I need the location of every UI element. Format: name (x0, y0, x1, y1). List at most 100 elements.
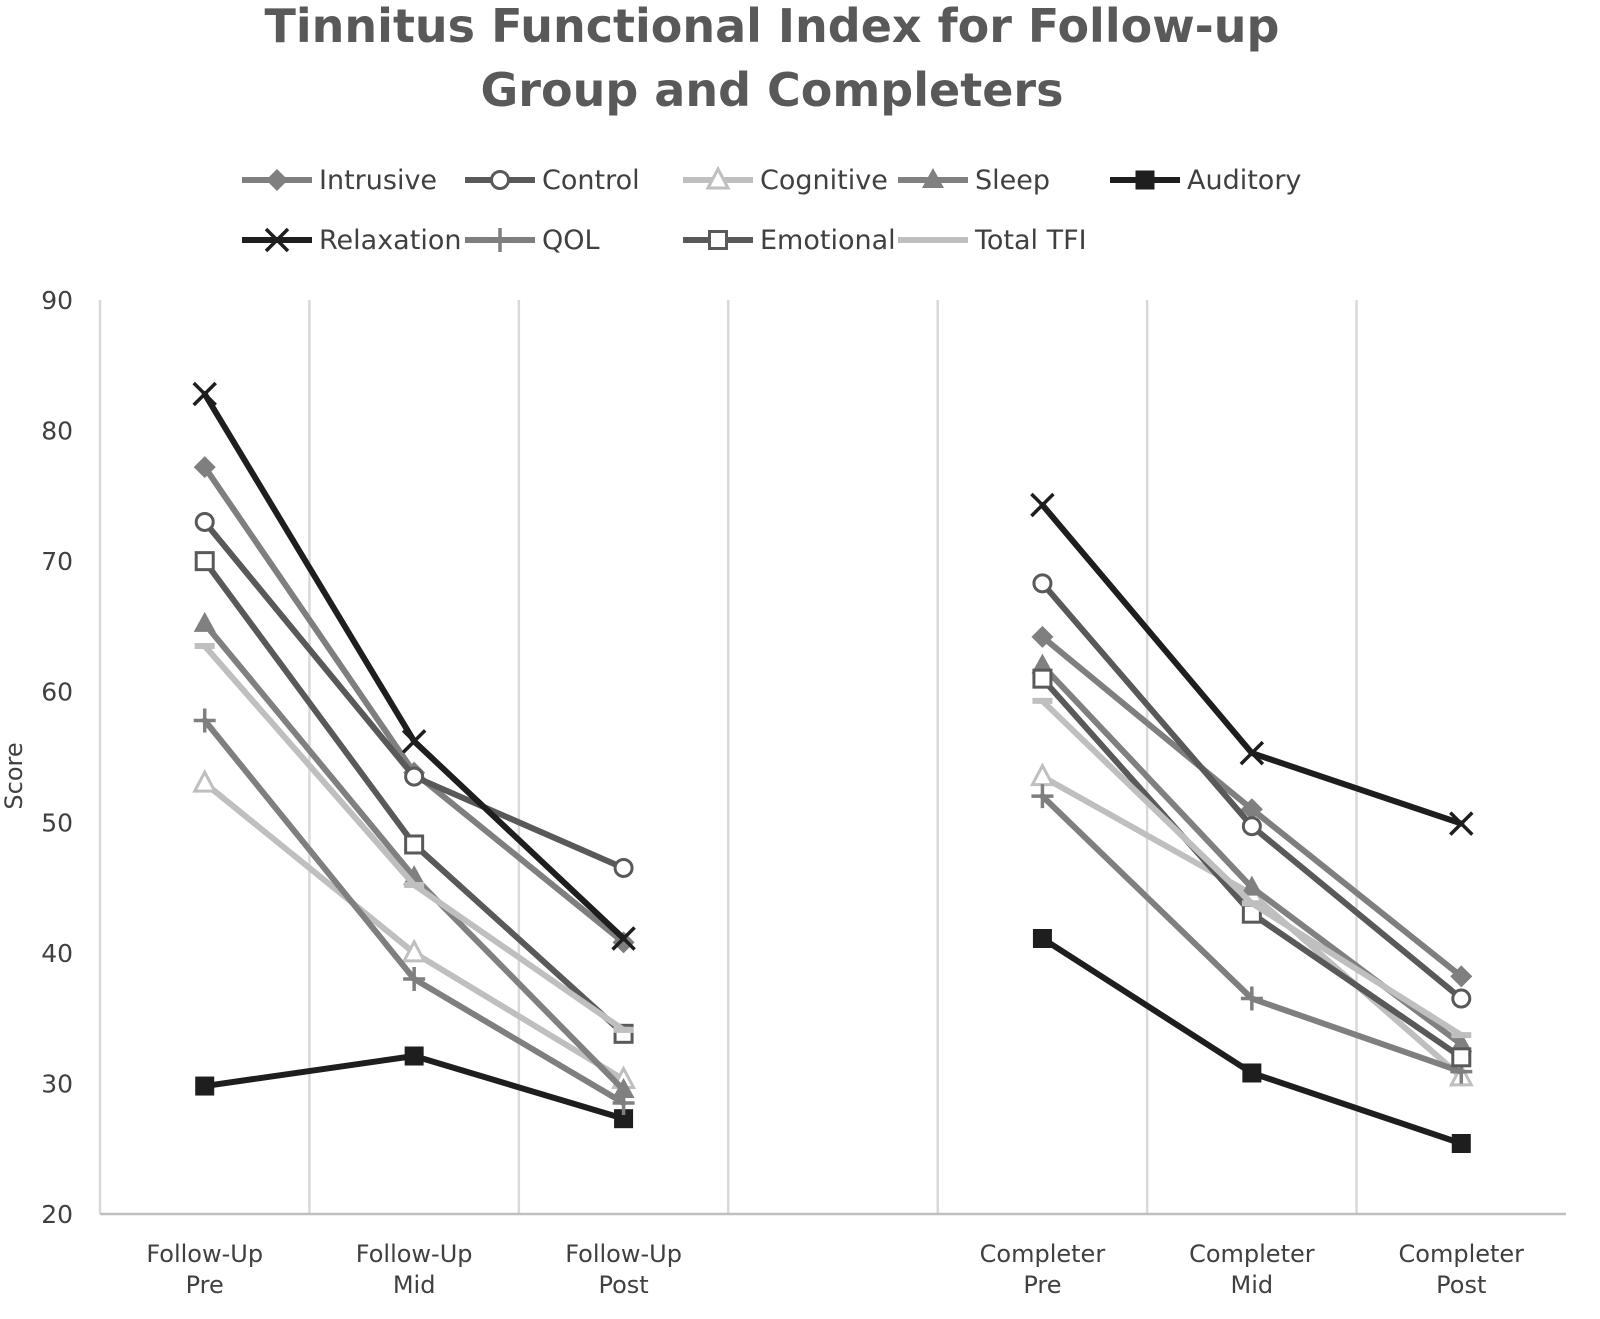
data-point-relaxation (401, 729, 427, 754)
x-category-label: Follow-Up Post (565, 1240, 682, 1299)
series-relaxation (192, 381, 1474, 951)
axes: 20 30 40 50 60 70 80 90 Follow-Up Pre Follow-Up Mid… (41, 286, 1566, 1299)
data-point-emotional (194, 551, 215, 572)
data-point-cognitive (1029, 762, 1055, 787)
legend-label-intrusive: Intrusive (319, 165, 437, 196)
series-total-tfi (194, 643, 1472, 1039)
data-point-qol (1031, 784, 1054, 809)
legend-marker-total-tfi (923, 237, 943, 243)
data-point-intrusive (193, 456, 216, 479)
data-point-sleep (1450, 1032, 1473, 1053)
y-tick-label: 20 (41, 1200, 73, 1229)
data-point-control (1241, 816, 1262, 837)
data-point-emotional (1032, 668, 1053, 689)
legend-marker-qol (489, 228, 511, 252)
series-qol (193, 708, 1473, 1116)
legend-marker-emotional (708, 230, 728, 250)
chart-title: Tinnitus Functional Index for Follow-up … (265, 0, 1280, 117)
series-line-sleep (201, 620, 627, 1093)
chart-title-line-2: Group and Completers (481, 63, 1064, 117)
data-point-relaxation (1030, 492, 1055, 518)
series-line-auditory (1039, 935, 1465, 1147)
data-point-auditory (614, 1109, 634, 1129)
data-point-control (613, 857, 634, 878)
grid (308, 300, 1358, 1214)
data-point-auditory (1242, 1063, 1262, 1083)
data-point-sleep (1031, 653, 1054, 674)
chart-title-line-1: Tinnitus Functional Index for Follow-up (265, 0, 1280, 53)
data-point-auditory (1451, 1133, 1471, 1153)
series-auditory (195, 928, 1471, 1153)
data-point-qol (1240, 986, 1263, 1011)
data-point-emotional (1451, 1047, 1472, 1068)
series-line-relaxation (1039, 501, 1465, 827)
data-point-relaxation (611, 926, 636, 951)
legend-label-total-tfi: Total TFI (974, 225, 1087, 256)
data-point-qol (193, 708, 216, 733)
data-point-control (1451, 988, 1472, 1009)
legend-label-relaxation: Relaxation (319, 225, 461, 256)
series-line-qol (1039, 793, 1465, 1075)
series-line-cognitive (201, 780, 627, 1083)
legend-item-emotional: Emotional (683, 225, 896, 256)
series-emotional (194, 551, 1472, 1068)
y-tick-label: 70 (41, 547, 73, 576)
data-point-intrusive (1031, 625, 1054, 648)
y-tick-label: 60 (41, 678, 73, 707)
legend-item-qol: QOL (465, 225, 600, 256)
x-category-label: Follow-Up Mid (356, 1240, 473, 1299)
y-tick-label: 90 (41, 286, 73, 315)
legend-label-control: Control (542, 165, 640, 196)
data-point-qol (612, 1091, 635, 1116)
legend-item-cognitive: Cognitive (683, 165, 888, 196)
data-point-intrusive (1240, 798, 1263, 821)
series-line-control (201, 518, 627, 871)
x-category-label: Follow-Up Pre (146, 1240, 263, 1299)
data-point-sleep (612, 1077, 635, 1098)
data-point-sleep (193, 611, 216, 632)
data-point-auditory (404, 1046, 424, 1066)
legend-item-auditory: Auditory (1110, 165, 1301, 196)
data-point-qol (403, 966, 426, 991)
data-point-total-tfi (404, 881, 425, 888)
legend-label-auditory: Auditory (1187, 165, 1301, 196)
legend-label-sleep: Sleep (975, 165, 1050, 196)
legend-label-qol: QOL (542, 225, 600, 256)
legend-marker-sleep (922, 168, 944, 188)
data-point-sleep (1240, 875, 1263, 896)
y-axis-label: Score (0, 742, 28, 809)
series-line-control (1039, 580, 1465, 1002)
x-category-label: Completer Post (1399, 1240, 1525, 1299)
y-tick-label: 40 (41, 939, 73, 968)
legend-item-intrusive: Intrusive (242, 165, 437, 196)
series-layer (192, 381, 1474, 1153)
legend-marker-control (490, 170, 510, 190)
series-line-relaxation (201, 391, 627, 942)
legend: Intrusive Control Cognitive Sleep Auditory Re… (242, 165, 1301, 256)
legend-item-sleep: Sleep (898, 165, 1050, 196)
data-point-control (194, 511, 215, 532)
data-point-total-tfi (613, 1026, 634, 1033)
data-point-total-tfi (1032, 697, 1053, 704)
x-category-label: Completer Pre (980, 1240, 1106, 1299)
data-point-auditory (1032, 928, 1052, 948)
data-point-relaxation (1239, 740, 1265, 766)
legend-marker-relaxation (264, 227, 290, 253)
data-point-cognitive (401, 938, 427, 963)
data-point-intrusive (1450, 965, 1473, 988)
series-cognitive (192, 762, 1474, 1090)
legend-label-cognitive: Cognitive (760, 165, 888, 196)
legend-label-emotional: Emotional (760, 225, 896, 256)
data-point-control (404, 766, 425, 787)
legend-marker-cognitive (705, 165, 731, 190)
legend-marker-auditory (1135, 170, 1155, 190)
series-control (194, 511, 1472, 1009)
data-point-control (1032, 573, 1053, 594)
legend-item-relaxation: Relaxation (242, 225, 461, 256)
legend-item-total-tfi: Total TFI (898, 225, 1087, 256)
y-tick-label: 50 (41, 808, 73, 837)
data-point-total-tfi (1241, 900, 1262, 907)
data-point-relaxation (192, 381, 217, 407)
data-point-relaxation (1449, 811, 1474, 836)
